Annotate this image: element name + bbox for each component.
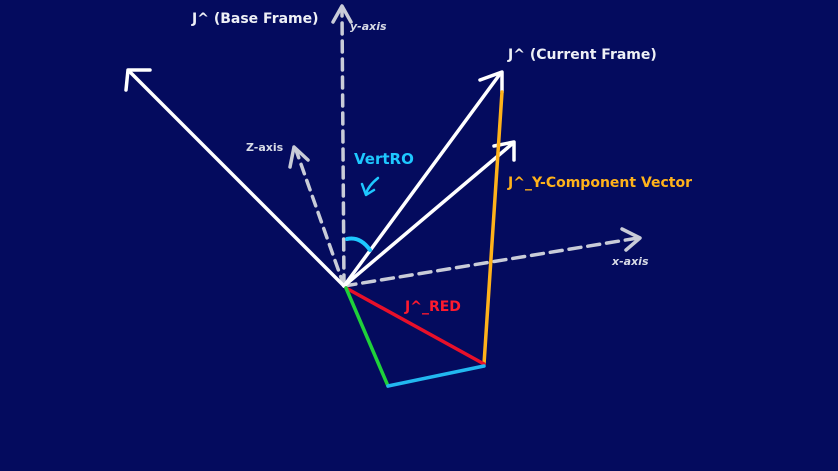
vert-ro-angle-arc	[345, 236, 372, 252]
base-frame-label: J^ (Base Frame)	[192, 11, 319, 27]
light-blue-segment	[386, 364, 486, 388]
white-vector-middle	[342, 140, 516, 288]
green-segment	[344, 286, 390, 388]
y-axis-label: y-axis	[350, 20, 387, 33]
y-component-label: J^_Y-Component Vector	[508, 175, 693, 191]
x-axis-label: x-axis	[612, 255, 649, 268]
vert-ro-pointer-icon	[360, 176, 380, 197]
white-vector-left	[124, 68, 346, 288]
vert-ro-label: VertRO	[354, 150, 414, 168]
red-vector-label: J^_RED	[405, 299, 461, 315]
y-axis-arrow	[331, 4, 353, 288]
x-axis-arrow	[342, 227, 642, 288]
z-axis-arrow	[288, 145, 346, 288]
current-frame-label: J^ (Current Frame)	[508, 47, 657, 63]
z-axis-label: Z-axis	[246, 141, 284, 154]
y-component-vector	[482, 90, 504, 366]
red-vector	[344, 286, 486, 366]
current-frame-vector	[342, 70, 504, 288]
